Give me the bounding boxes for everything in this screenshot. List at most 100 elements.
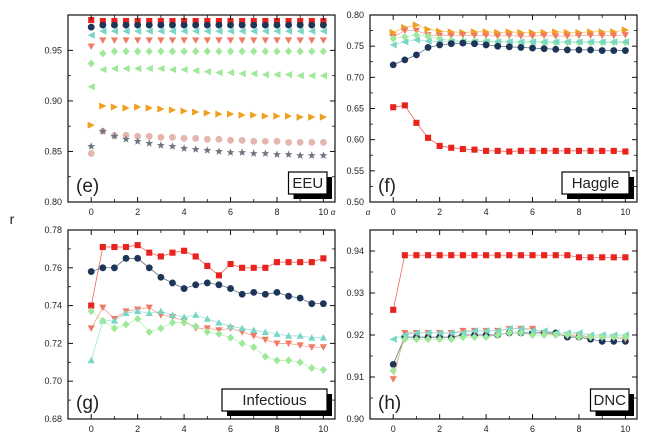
data-point <box>494 147 501 154</box>
data-point <box>389 360 397 368</box>
data-point <box>157 64 165 73</box>
data-point <box>389 366 397 375</box>
x-tick-label: 8 <box>576 207 581 217</box>
data-point <box>483 252 490 259</box>
data-point <box>168 318 177 327</box>
x-tick-label: 2 <box>437 207 442 217</box>
data-point <box>447 329 455 337</box>
dataset-label: Infectious <box>242 392 306 409</box>
data-point <box>110 37 119 44</box>
x-tick-label: 0 <box>391 424 396 434</box>
x-tick-label: 8 <box>576 424 581 434</box>
data-point <box>168 47 177 56</box>
data-point <box>563 33 571 40</box>
data-point <box>227 136 234 144</box>
y-tick-label: 0.76 <box>44 263 62 273</box>
data-point <box>87 121 95 129</box>
data-point <box>192 27 200 35</box>
data-point <box>505 43 513 51</box>
data-point <box>436 329 444 337</box>
y-tick-label: 0.75 <box>346 41 364 51</box>
data-point <box>273 137 281 145</box>
data-point <box>529 252 536 259</box>
data-point <box>122 18 130 25</box>
data-point <box>111 21 118 29</box>
data-point <box>587 254 594 261</box>
data-point <box>157 273 165 281</box>
data-point <box>517 38 525 46</box>
data-point <box>610 38 618 46</box>
data-point <box>447 335 455 344</box>
data-point <box>168 37 177 44</box>
data-point <box>517 33 525 40</box>
data-point <box>296 72 304 80</box>
data-point <box>296 138 304 146</box>
y-tick-label: 0.94 <box>346 246 364 256</box>
data-point <box>320 255 327 262</box>
x-tick-label: 0 <box>391 207 396 217</box>
data-point <box>424 32 432 41</box>
data-point <box>540 331 548 339</box>
data-point <box>575 329 583 337</box>
data-point <box>284 37 293 44</box>
data-point <box>215 135 223 143</box>
data-point <box>482 327 490 335</box>
data-point <box>122 47 130 56</box>
data-point <box>204 18 211 25</box>
data-point <box>180 65 188 74</box>
data-point <box>238 111 246 119</box>
data-point <box>88 302 95 309</box>
data-point <box>436 34 444 43</box>
data-point <box>296 113 304 121</box>
data-point <box>575 46 583 54</box>
data-point <box>448 252 455 259</box>
data-point <box>261 27 269 35</box>
data-point <box>528 33 537 40</box>
data-point <box>296 342 304 349</box>
data-point <box>412 329 421 337</box>
data-point <box>180 47 188 56</box>
data-point <box>319 21 327 29</box>
data-point <box>180 107 188 115</box>
data-point <box>273 150 281 158</box>
data-point <box>401 56 409 64</box>
label-box <box>221 388 328 412</box>
data-point <box>273 18 281 25</box>
data-point <box>145 104 153 112</box>
dataset-label: EEU <box>292 175 323 192</box>
data-point <box>215 21 223 29</box>
data-point <box>610 254 617 261</box>
data-point <box>540 38 548 46</box>
data-point <box>215 281 223 289</box>
y-tick-label: 0.85 <box>44 146 62 156</box>
data-point <box>168 65 177 74</box>
data-point <box>413 119 420 126</box>
data-point <box>284 112 293 120</box>
data-point <box>319 47 327 56</box>
data-point <box>134 37 142 44</box>
data-point <box>191 145 200 153</box>
data-point <box>273 112 281 120</box>
data-point <box>146 249 153 256</box>
data-point <box>296 47 304 56</box>
data-point <box>203 21 211 29</box>
data-point <box>239 18 246 25</box>
data-point <box>261 47 269 56</box>
data-point <box>273 37 281 44</box>
dataset-label: Haggle <box>572 175 620 192</box>
x-tick-label: 0 <box>89 207 94 217</box>
data-point <box>459 329 467 337</box>
data-point <box>145 64 153 73</box>
data-point <box>145 328 153 337</box>
data-point <box>203 68 211 76</box>
data-point <box>122 27 130 35</box>
x-tick-label: 6 <box>228 207 233 217</box>
data-point <box>192 108 200 116</box>
data-point <box>203 109 211 117</box>
data-point <box>541 147 548 154</box>
data-point <box>459 145 466 153</box>
data-point <box>134 242 141 249</box>
data-point <box>238 148 247 156</box>
data-point <box>284 27 293 35</box>
data-point <box>273 21 281 29</box>
